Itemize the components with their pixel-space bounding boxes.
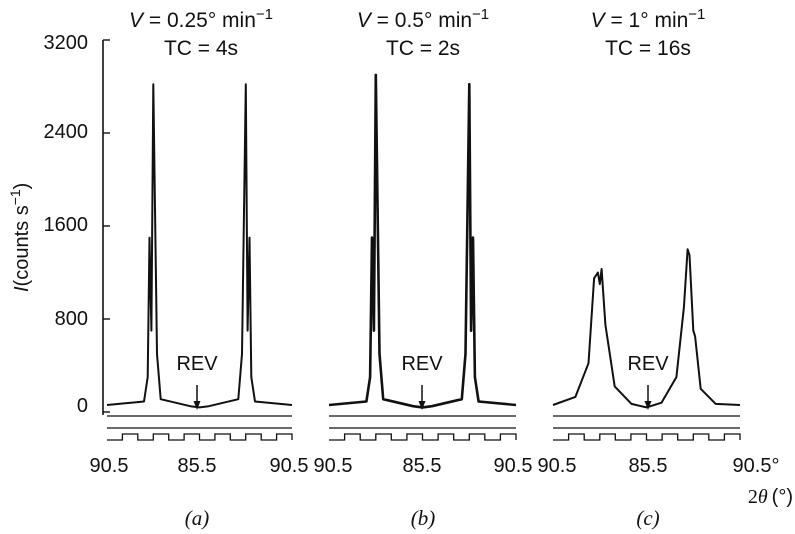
panel-b-x-tick-label: 90.5 (494, 455, 533, 477)
panel-c-speed-title: V = 1° min−1 (591, 6, 706, 32)
speed-exponent: −1 (256, 6, 273, 23)
y-tick-label: 3200 (44, 32, 89, 54)
y-tick-label: 800 (55, 308, 88, 330)
speed-variable: V (591, 9, 607, 32)
y-tick-label: 2400 (44, 121, 89, 143)
speed-value: = 0.5° min (371, 9, 472, 32)
panel-a-x-tick-label: 85.5 (178, 455, 217, 477)
speed-variable: V (129, 9, 145, 32)
panel-c-x-tick-label: 90.5° (733, 455, 780, 477)
panel-a-label: (a) (185, 506, 210, 530)
panel-c-label: (c) (636, 506, 659, 530)
speed-exponent: −1 (472, 6, 489, 23)
y-axis-symbol: I (11, 286, 33, 292)
speed-variable: V (357, 9, 373, 32)
speed-value: = 0.25° min (143, 9, 256, 32)
panel-c: V = 1° min−1 TC = 16s REV 90.5 85.5 90.5… (538, 6, 780, 530)
panel-b-rev-arrow (418, 385, 426, 410)
panel-b-x-tick-label: 85.5 (403, 455, 442, 477)
panel-a-speed-title: V = 0.25° min−1 (129, 6, 273, 32)
y-axis-exponent: −1 (7, 189, 23, 205)
panel-c-series-line (552, 248, 741, 409)
panel-c-scale-ruler (553, 427, 741, 441)
panel-b-label: (b) (411, 506, 436, 530)
panel-b-speed-title: V = 0.5° min−1 (357, 6, 489, 32)
panel-a-x-tick-label: 90.5 (90, 455, 129, 477)
y-tick-label: 1600 (44, 214, 89, 236)
panel-a-time-constant: TC = 4s (164, 37, 238, 60)
panel-a: V = 0.25° min−1 TC = 4s REV 90.5 85.5 90… (90, 6, 309, 530)
panel-b-rev-label: REV (401, 353, 443, 375)
panel-c-x-tick-label: 90.5 (538, 455, 577, 477)
x-axis-symbol: θ (758, 486, 768, 508)
x-axis-title: 2θ (°) (748, 486, 793, 508)
panel-a-rev-label: REV (176, 353, 218, 375)
panel-b-scale-ruler (329, 427, 517, 441)
panel-c-x-tick-label: 85.5 (629, 455, 668, 477)
panel-c-rev-arrow (644, 385, 652, 410)
x-axis-prefix: 2 (748, 486, 758, 508)
panel-b-time-constant: TC = 2s (386, 37, 460, 60)
y-axis-title: I(counts s−1) (7, 183, 33, 292)
y-axis-text: (counts s (11, 205, 33, 286)
y-axis: 3200 2400 1600 800 0 I(counts s−1) (7, 32, 110, 417)
panel-b-x-tick-label: 90.5 (314, 455, 353, 477)
y-tick-marks (103, 39, 110, 413)
scale-ruler-wave (553, 433, 741, 441)
y-axis-close: ) (11, 183, 33, 190)
speed-exponent: −1 (688, 6, 705, 23)
panel-c-time-constant: TC = 16s (605, 37, 691, 60)
speed-value: = 1° min (605, 9, 689, 32)
panel-a-scale-ruler (107, 427, 293, 441)
panel-a-x-tick-label: 90.5 (270, 455, 309, 477)
y-tick-label: 0 (77, 395, 88, 417)
panel-c-rev-label: REV (627, 353, 669, 375)
panel-a-series-line (106, 83, 293, 409)
scale-ruler-wave (107, 433, 293, 441)
panel-a-rev-arrow (193, 385, 201, 410)
x-axis-unit: (°) (772, 486, 793, 508)
scale-ruler-wave (329, 433, 517, 441)
panel-b: V = 0.5° min−1 TC = 2s REV 90.5 85.5 90.… (314, 6, 533, 530)
